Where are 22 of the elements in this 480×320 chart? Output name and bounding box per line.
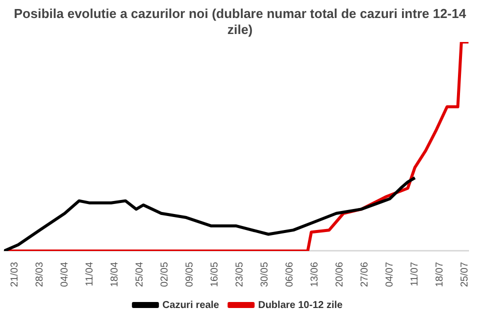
x-tick-label: 27/06 (360, 262, 371, 288)
legend-label: Cazuri reale (162, 300, 220, 311)
x-tick-label: 21/03 (9, 262, 20, 288)
x-tick-label: 25/04 (134, 262, 146, 288)
x-tick-label: 28/03 (34, 262, 46, 288)
x-tick-label: 11/07 (410, 262, 421, 286)
x-tick-label: 06/06 (284, 262, 296, 288)
x-tick-label: 30/05 (260, 262, 271, 288)
x-tick-label: 20/06 (334, 262, 346, 288)
x-tick-label: 02/05 (160, 262, 171, 288)
x-tick-label: 13/06 (310, 262, 321, 288)
x-tick-label: 23/05 (234, 262, 246, 288)
x-tick-label: 18/04 (110, 262, 121, 288)
chart-title: Posibila evolutie a cazurilor noi (dublare numar total de cazuri intre 12-14 zile) (12, 5, 468, 39)
x-tick-label: 18/07 (434, 262, 446, 288)
x-tick-label: 04/07 (384, 262, 396, 288)
x-tick-label: 11/04 (84, 262, 96, 286)
x-tick-label: 25/07 (460, 262, 471, 288)
x-tick-label: 16/05 (210, 262, 221, 288)
legend-label: Dublare 10-12 zile (258, 300, 344, 311)
x-tick-label: 04/04 (59, 262, 70, 288)
x-tick-label: 09/05 (184, 262, 196, 288)
